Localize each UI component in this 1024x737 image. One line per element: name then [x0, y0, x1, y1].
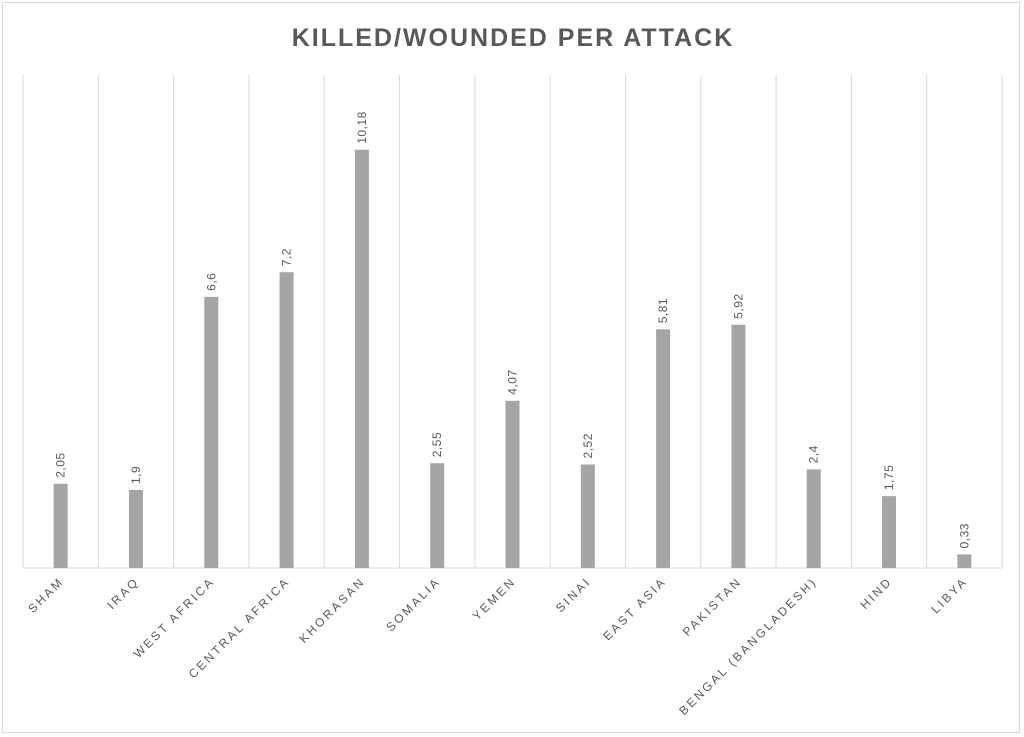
category-label: IRAQ — [104, 574, 142, 612]
bar — [279, 272, 294, 568]
bar — [354, 149, 369, 568]
bar — [882, 496, 897, 568]
category-label: SHAM — [25, 574, 66, 615]
chart-title: KILLED/WOUNDED PER ATTACK — [292, 24, 735, 52]
category-label: YEMEN — [470, 574, 519, 623]
data-label: 5,81 — [656, 298, 670, 323]
bar — [957, 554, 972, 568]
bar — [128, 489, 143, 568]
grid-lines — [22, 75, 1003, 569]
bar — [731, 324, 746, 568]
bar-chart: KILLED/WOUNDED PER ATTACK 2,05 1,9 6,6 7,2 1… — [22, 24, 1003, 718]
category-label: WEST AFRICA — [131, 574, 218, 661]
bar — [656, 329, 671, 568]
data-label: 1,9 — [129, 466, 143, 484]
data-label: 5,92 — [731, 293, 745, 318]
bar — [430, 463, 445, 568]
data-label: 4,07 — [506, 369, 520, 394]
bar — [580, 464, 595, 568]
bar — [204, 296, 219, 568]
data-label: 1,75 — [882, 465, 896, 490]
data-label: 2,05 — [54, 452, 68, 477]
data-label: 2,52 — [581, 433, 595, 458]
category-label: SOMALIA — [383, 574, 443, 634]
category-label: SINAI — [553, 574, 594, 615]
data-label: 7,2 — [280, 248, 294, 266]
bar — [53, 483, 68, 568]
category-label: PAKISTAN — [680, 574, 745, 639]
data-label: 0,33 — [957, 523, 971, 548]
category-label: LIBYA — [928, 574, 970, 616]
data-label: 6,6 — [204, 273, 218, 291]
category-label: KHORASAN — [296, 574, 368, 646]
data-label: 10,18 — [355, 111, 369, 144]
bars — [53, 149, 972, 568]
data-labels: 2,05 1,9 6,6 7,2 10,18 2,55 4,07 2,52 5,81 5,92 2,… — [54, 111, 972, 548]
category-label: BENGAL (BANGLADESH) — [676, 574, 820, 718]
bar — [806, 469, 821, 568]
bar — [505, 400, 520, 568]
data-label: 2,55 — [430, 432, 444, 457]
category-label: HIND — [857, 574, 895, 612]
category-label: EAST ASIA — [600, 574, 669, 643]
data-label: 2,4 — [807, 445, 821, 463]
